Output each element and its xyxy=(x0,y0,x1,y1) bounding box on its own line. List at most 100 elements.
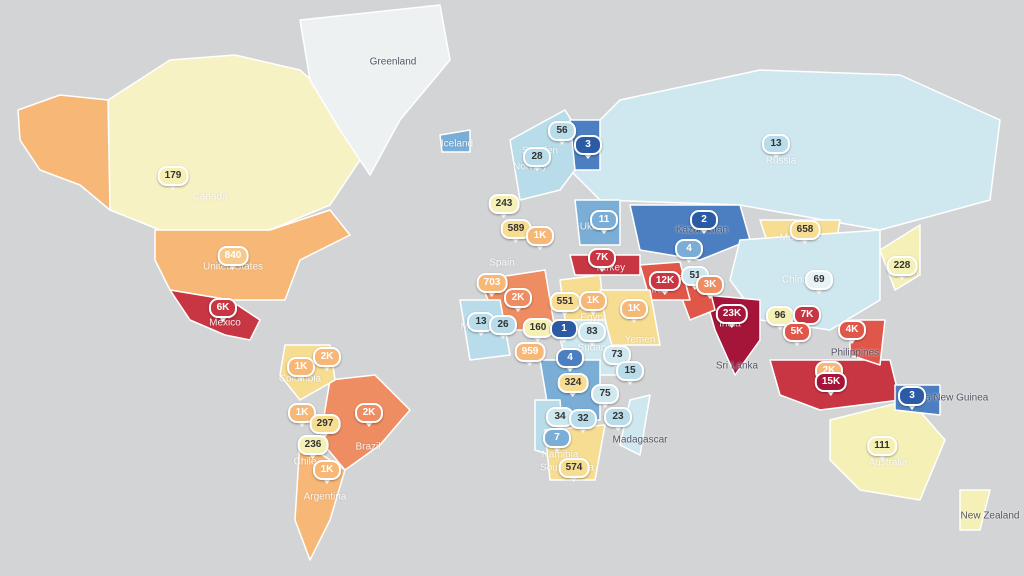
cluster-marker[interactable]: 3 xyxy=(898,385,926,410)
marker-count: 7 xyxy=(543,428,571,448)
cluster-marker[interactable]: 243 xyxy=(488,193,520,218)
cluster-marker[interactable]: 28 xyxy=(523,146,551,171)
cluster-marker[interactable]: 15 xyxy=(616,360,644,385)
marker-count: 15K xyxy=(814,372,848,392)
cluster-marker[interactable]: 7 xyxy=(543,427,571,452)
cluster-marker[interactable]: 297 xyxy=(309,413,341,438)
cluster-marker[interactable]: 959 xyxy=(514,341,546,366)
country-greenland[interactable] xyxy=(299,4,451,176)
marker-count: 1K xyxy=(620,299,648,319)
cluster-marker[interactable]: 6K xyxy=(209,297,237,322)
cluster-marker[interactable]: 1K xyxy=(526,225,554,250)
cluster-marker[interactable]: 96 xyxy=(766,305,794,330)
cluster-marker[interactable]: 551 xyxy=(549,291,581,316)
cluster-marker[interactable]: 11 xyxy=(590,209,618,234)
marker-pointer-icon xyxy=(848,339,856,344)
marker-count: 959 xyxy=(514,342,546,362)
cluster-marker[interactable]: 7K xyxy=(588,247,616,272)
marker-pointer-icon xyxy=(600,229,608,234)
marker-count: 3 xyxy=(898,386,926,406)
cluster-marker[interactable]: 840 xyxy=(217,245,249,270)
marker-pointer-icon xyxy=(706,294,714,299)
marker-count: 111 xyxy=(867,436,897,456)
cluster-marker[interactable]: 32 xyxy=(569,408,597,433)
marker-count: 6K xyxy=(209,298,237,318)
marker-pointer-icon xyxy=(584,154,592,159)
marker-count: 236 xyxy=(297,435,329,455)
label-madagascar: Madagascar xyxy=(612,434,668,446)
cluster-marker[interactable]: 75 xyxy=(591,383,619,408)
cluster-marker[interactable]: 4K xyxy=(838,319,866,344)
cluster-marker[interactable]: 1K xyxy=(287,356,315,381)
cluster-marker[interactable]: 1K xyxy=(579,290,607,315)
cluster-marker[interactable]: 4 xyxy=(556,347,584,372)
cluster-marker[interactable]: 324 xyxy=(557,372,589,397)
marker-count: 1K xyxy=(526,226,554,246)
label-chile: Chile xyxy=(293,456,317,468)
marker-pointer-icon xyxy=(772,153,780,158)
cluster-marker[interactable]: 111 xyxy=(867,435,897,460)
cluster-marker[interactable]: 574 xyxy=(558,457,590,482)
country-madagascar[interactable] xyxy=(619,394,651,456)
country-new-zealand[interactable] xyxy=(959,489,991,531)
marker-pointer-icon xyxy=(776,325,784,330)
cluster-marker[interactable]: 228 xyxy=(886,255,918,280)
cluster-marker[interactable]: 2K xyxy=(313,346,341,371)
cluster-marker[interactable]: 26 xyxy=(489,314,517,339)
marker-pointer-icon xyxy=(323,366,331,371)
marker-count: 228 xyxy=(886,256,918,276)
cluster-marker[interactable]: 83 xyxy=(578,321,606,346)
marker-pointer-icon xyxy=(589,310,597,315)
cluster-marker[interactable]: 3K xyxy=(696,274,724,299)
marker-count: 7K xyxy=(588,248,616,268)
country-united-states[interactable] xyxy=(154,209,351,301)
cluster-marker[interactable]: 160 xyxy=(522,317,554,342)
country-alaska[interactable] xyxy=(17,94,111,211)
marker-pointer-icon xyxy=(826,391,835,396)
marker-count: 11 xyxy=(590,210,618,230)
cluster-marker[interactable]: 1 xyxy=(550,318,578,343)
label-brazil: Brazil xyxy=(355,441,381,453)
cluster-marker[interactable]: 13 xyxy=(467,311,495,336)
marker-count: 840 xyxy=(217,246,249,266)
cluster-marker[interactable]: 1K xyxy=(620,298,648,323)
cluster-marker[interactable]: 15K xyxy=(814,371,848,396)
marker-count: 2K xyxy=(313,347,341,367)
country-iceland[interactable] xyxy=(439,129,471,153)
marker-count: 5K xyxy=(783,322,811,342)
cluster-marker[interactable]: 179 xyxy=(157,165,189,190)
cluster-marker[interactable]: 1K xyxy=(288,402,316,427)
cluster-marker[interactable]: 2 xyxy=(690,209,718,234)
cluster-marker[interactable]: 13 xyxy=(762,133,790,158)
cluster-marker[interactable]: 1K xyxy=(313,459,341,484)
cluster-marker[interactable]: 658 xyxy=(789,219,821,244)
cluster-marker[interactable]: 5K xyxy=(783,321,811,346)
marker-pointer-icon xyxy=(598,267,606,272)
marker-pointer-icon xyxy=(878,455,886,460)
marker-count: 96 xyxy=(766,306,794,326)
cluster-marker[interactable]: 3 xyxy=(574,134,602,159)
cluster-marker[interactable]: 4 xyxy=(675,238,703,263)
label-turkey: Turkey xyxy=(594,262,626,274)
cluster-marker[interactable]: 23K xyxy=(715,303,749,328)
label-sudan: Sudan xyxy=(577,342,607,354)
label-australia: Australia xyxy=(868,457,908,469)
country-kazakhstan[interactable] xyxy=(629,204,751,261)
marker-pointer-icon xyxy=(898,275,906,280)
cluster-marker[interactable]: 69 xyxy=(805,269,833,294)
marker-count: 658 xyxy=(789,220,821,240)
cluster-marker[interactable]: 23 xyxy=(604,406,632,431)
marker-count: 324 xyxy=(557,373,589,393)
cluster-marker[interactable]: 236 xyxy=(297,434,329,459)
cluster-marker[interactable]: 2K xyxy=(355,402,383,427)
cluster-marker[interactable]: 2K xyxy=(504,287,532,312)
cluster-marker[interactable]: 12K xyxy=(648,270,682,295)
cluster-marker[interactable]: 56 xyxy=(548,120,576,145)
cluster-marker[interactable]: 703 xyxy=(476,272,508,297)
label-greenland: Greenland xyxy=(369,56,417,68)
marker-pointer-icon xyxy=(588,341,596,346)
marker-pointer-icon xyxy=(365,422,373,427)
marker-count: 69 xyxy=(805,270,833,290)
marker-pointer-icon xyxy=(309,454,317,459)
